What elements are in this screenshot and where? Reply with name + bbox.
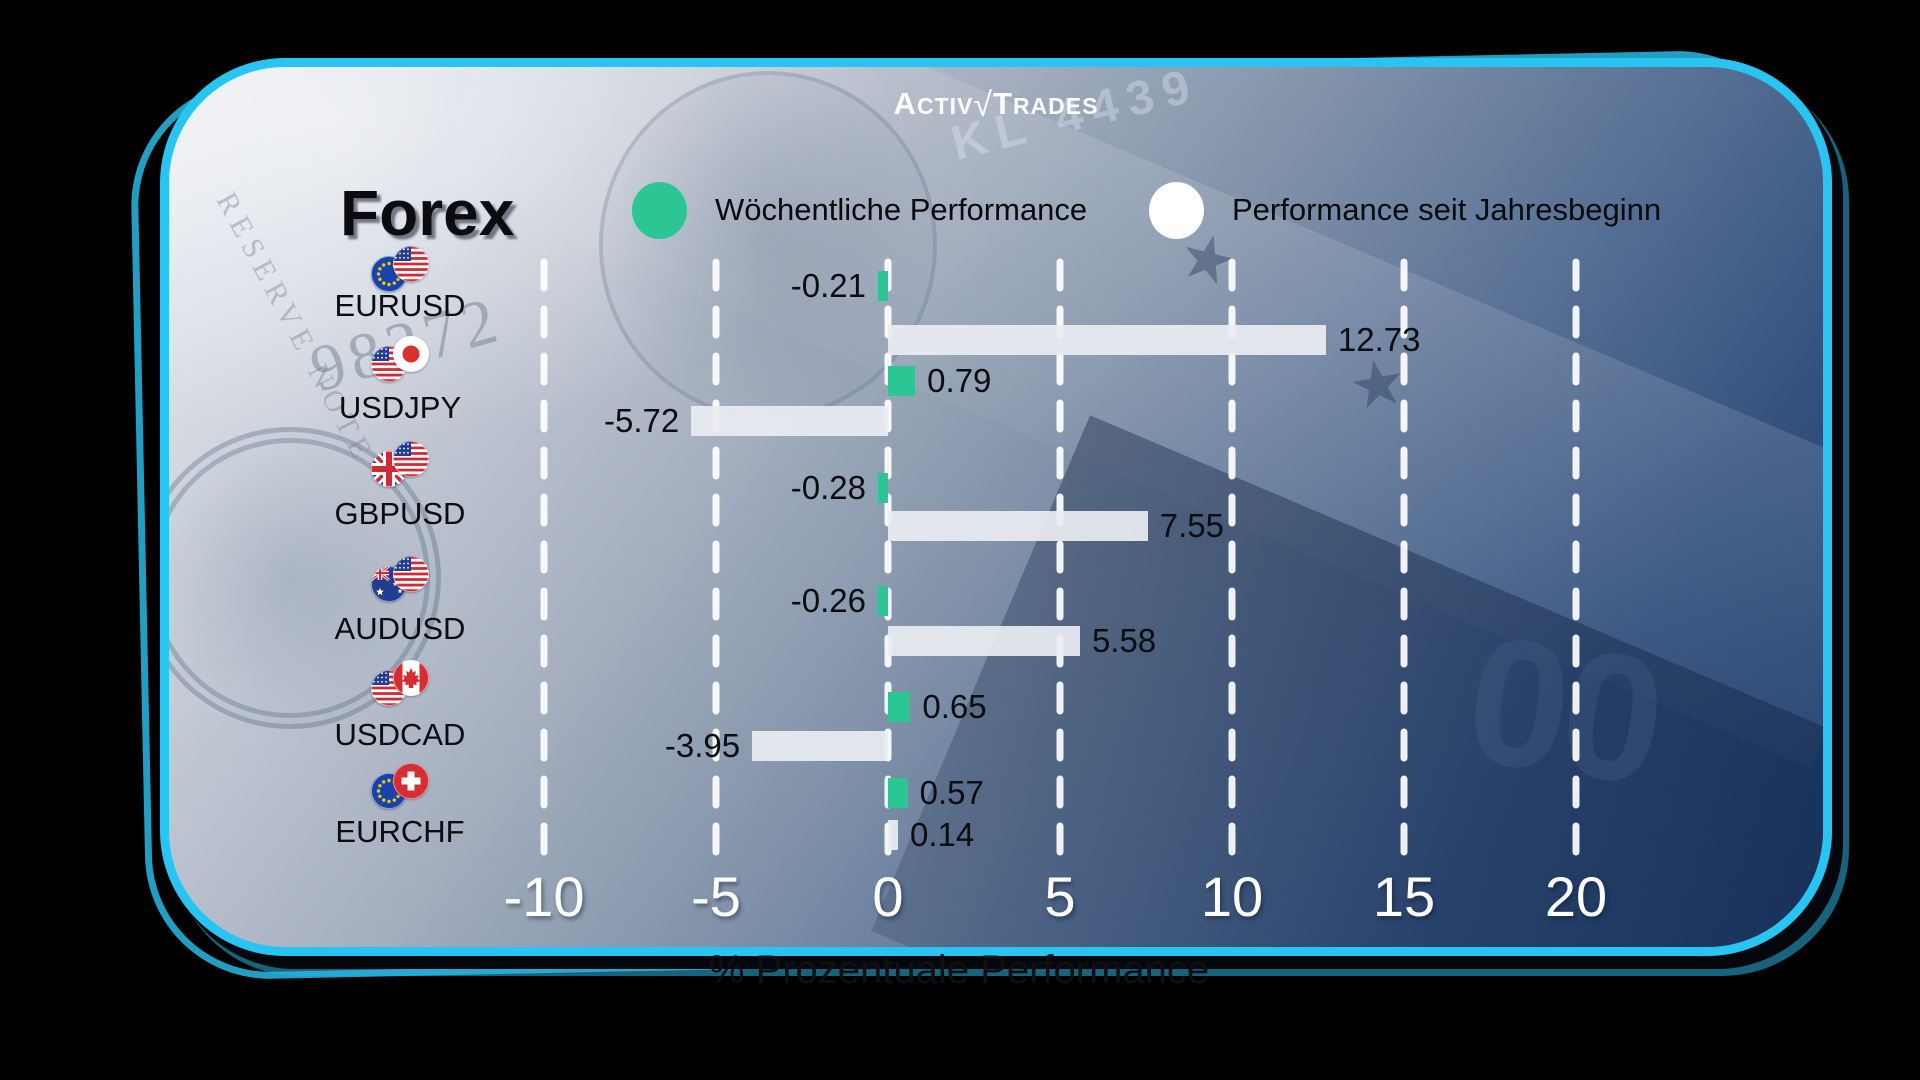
weekly-bar-EURCHF [888, 778, 908, 808]
weekly-bar-USDCAD [888, 692, 911, 722]
weekly-value-label-AUDUSD: -0.26 [790, 582, 866, 619]
ytd-value-label-GBPUSD: 7.55 [1159, 507, 1224, 544]
white-dot-icon [1149, 181, 1204, 239]
x-tick-label: 10 [1200, 865, 1264, 928]
legend-item-weekly: Wöchentliche Performance [632, 181, 1087, 239]
us-flag-icon [393, 441, 429, 477]
jp-flag-icon [393, 336, 429, 372]
weekly-value-label-GBPUSD: -0.28 [790, 469, 866, 506]
pair-label-EURCHF: EURCHF [335, 814, 465, 849]
x-tick-label: 15 [1372, 865, 1436, 928]
ytd-bar-EURCHF [888, 820, 898, 850]
x-tick-label: 20 [1544, 865, 1608, 928]
ca-flag-icon [393, 660, 429, 696]
us-flag-icon [393, 246, 429, 282]
green-dot-icon [632, 181, 687, 239]
weekly-bar-EURUSD [878, 271, 888, 301]
weekly-bar-USDJPY [888, 366, 916, 396]
us-flag-icon [393, 556, 429, 592]
weekly-value-label-USDCAD: 0.65 [922, 688, 987, 725]
weekly-bar-AUDUSD [878, 586, 888, 616]
ytd-bar-USDCAD [752, 731, 888, 761]
ytd-bar-USDJPY [691, 406, 888, 436]
activtrades-logo: ACTIV√TRADES [893, 86, 1099, 124]
x-tick-label: 0 [872, 865, 904, 928]
ytd-value-label-USDCAD: -3.95 [664, 727, 741, 764]
x-tick-label: 5 [1044, 865, 1076, 928]
x-tick-label: -10 [503, 865, 585, 928]
legend-label-weekly: Wöchentliche Performance [715, 192, 1088, 227]
logo-check-icon: √ [973, 86, 993, 124]
page-title: Forex [340, 177, 515, 249]
legend-label-ytd: Performance seit Jahresbeginn [1232, 192, 1662, 227]
weekly-value-label-USDJPY: 0.79 [927, 362, 992, 399]
pair-label-EURUSD: EURUSD [334, 288, 466, 323]
weekly-bar-GBPUSD [878, 473, 888, 503]
ytd-bar-GBPUSD [888, 511, 1148, 541]
weekly-value-label-EURCHF: 0.57 [919, 774, 984, 811]
pair-label-AUDUSD: AUDUSD [334, 611, 466, 646]
ytd-bar-AUDUSD [888, 626, 1080, 656]
ytd-bar-EURUSD [888, 325, 1326, 355]
weekly-value-label-EURUSD: -0.21 [790, 267, 866, 304]
ytd-value-label-EURUSD: 12.73 [1337, 321, 1421, 358]
ytd-value-label-USDJPY: -5.72 [604, 402, 680, 439]
ch-flag-icon [393, 763, 429, 799]
x-tick-label: -5 [691, 865, 741, 928]
legend-item-ytd: Performance seit Jahresbeginn [1149, 181, 1661, 239]
ytd-value-label-EURCHF: 0.14 [910, 816, 975, 853]
pair-label-GBPUSD: GBPUSD [334, 496, 466, 531]
ytd-value-label-AUDUSD: 5.58 [1091, 622, 1157, 659]
x-axis-title: % Prozentuale Performance [708, 948, 1210, 992]
pair-label-USDJPY: USDJPY [338, 390, 462, 425]
pair-label-USDCAD: USDCAD [334, 717, 466, 752]
